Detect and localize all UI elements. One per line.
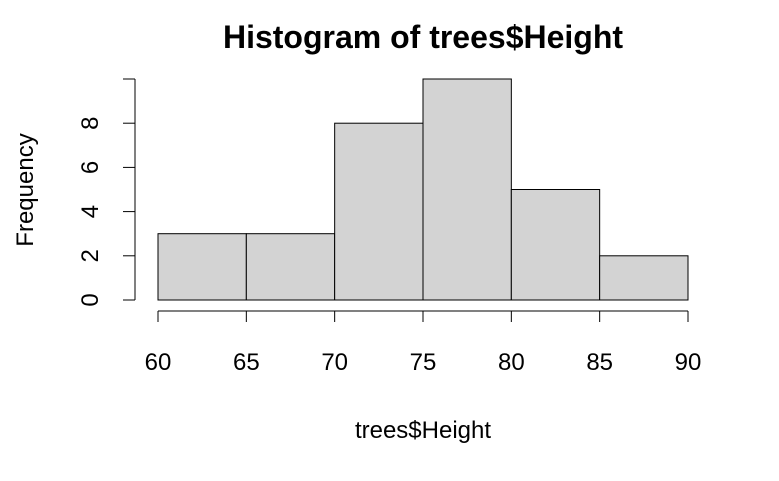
x-axis: 60 65 70 75 80 85 90 (145, 310, 702, 376)
histogram-bar (334, 122, 424, 301)
histogram-bar (422, 78, 512, 301)
y-tick-label: 8 (77, 117, 104, 130)
y-axis: 0 2 4 6 8 (77, 78, 136, 307)
y-tick-label: 2 (77, 249, 104, 262)
x-tick-label: 85 (586, 349, 613, 376)
y-tick-label: 6 (77, 161, 104, 174)
bars-group (157, 78, 689, 301)
x-tick-label: 70 (321, 349, 348, 376)
histogram-bar (599, 255, 689, 301)
x-tick-label: 75 (410, 349, 437, 376)
histogram-bar (245, 233, 336, 301)
x-tick-label: 65 (233, 349, 260, 376)
y-tick-label: 0 (77, 293, 104, 306)
y-tick-label: 4 (77, 205, 104, 218)
x-tick-label: 80 (498, 349, 525, 376)
x-tick-label: 90 (675, 349, 702, 376)
x-tick-label: 60 (145, 349, 172, 376)
chart-title: Histogram of trees$Height (223, 19, 623, 55)
x-axis-label: trees$Height (355, 417, 491, 444)
y-axis-label: Frequency (12, 133, 39, 246)
histogram-bar (157, 233, 247, 301)
histogram-bar (510, 189, 601, 301)
